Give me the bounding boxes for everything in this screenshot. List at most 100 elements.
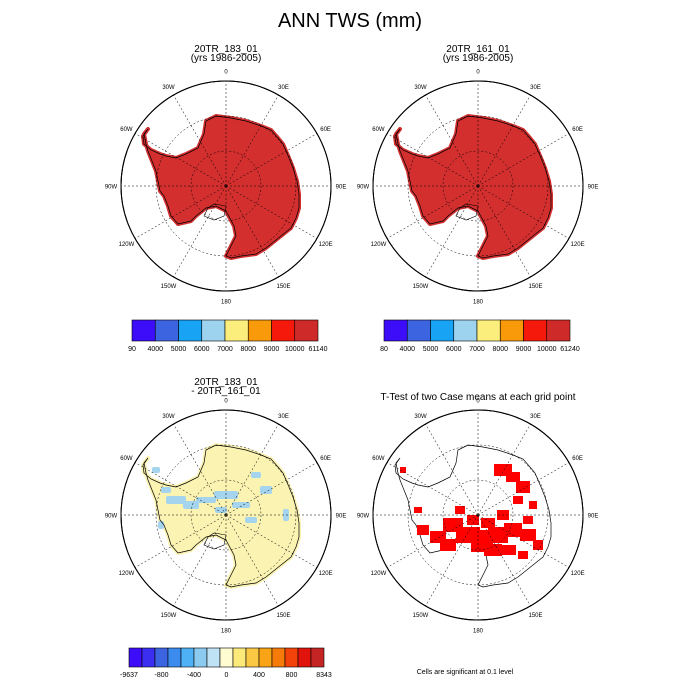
colorbar-label: 4000 — [399, 346, 415, 353]
meridian-line — [477, 514, 570, 568]
panel-3-title-line-1: 20TR_183_01 — [194, 377, 258, 388]
longitude-label: 60E — [320, 456, 331, 462]
longitude-label: 180 — [221, 300, 232, 306]
significant-cell — [440, 539, 456, 551]
longitude-label: 180 — [221, 629, 232, 635]
colorbar-label: 6000 — [194, 346, 210, 353]
meridian-line — [477, 185, 570, 239]
colorbar-label: 80 — [380, 346, 388, 353]
longitude-label: 150W — [161, 284, 177, 290]
colorbar-label: 5000 — [171, 346, 187, 353]
significance-note: Cells are significant at 0.1 level — [416, 669, 514, 676]
significant-cell — [533, 540, 543, 550]
meridian-line — [225, 514, 279, 607]
panel-2-title: 20TR_161_01 (yrs 1986-2005) — [378, 44, 578, 64]
panel-1-title-line-1: 20TR_183_01 — [194, 44, 258, 55]
colorbar-swatch — [178, 319, 203, 342]
map-panel-2: 0 30E 60E 90E 120E 150E 180 150W 120W 90W 60W 30W — [357, 70, 599, 306]
significant-cell — [516, 481, 530, 493]
longitude-label: 90E — [588, 185, 599, 191]
significant-cell — [518, 551, 528, 559]
meridian-line — [173, 423, 227, 516]
meridian-line — [477, 462, 570, 516]
meridian-line — [173, 514, 227, 607]
meridian-line — [225, 133, 318, 187]
colorbar-swatch — [232, 647, 247, 668]
longitude-label: 120E — [571, 571, 585, 577]
longitude-label: 60E — [572, 456, 583, 462]
meridian-line — [386, 514, 479, 568]
longitude-label: 90E — [588, 514, 599, 520]
meridian-line — [425, 514, 479, 607]
meridian-line — [477, 133, 570, 187]
colorbar-label: 61240 — [560, 346, 580, 353]
significant-cell — [504, 523, 522, 537]
longitude-label: 90W — [357, 514, 370, 520]
longitude-label: 180 — [473, 300, 484, 306]
longitude-label: 150W — [161, 613, 177, 619]
negative-patch — [196, 497, 216, 503]
colorbar-label: 61140 — [309, 346, 328, 353]
colorbar-swatch — [206, 647, 221, 668]
colorbar-swatch — [247, 319, 272, 342]
longitude-label: 150W — [413, 613, 429, 619]
latitude-circle — [442, 150, 514, 222]
colorbar-swatch — [245, 647, 260, 668]
longitude-label: 180 — [473, 629, 484, 635]
longitude-label: 30E — [278, 85, 289, 91]
latitude-circle — [442, 479, 514, 551]
longitude-label: 30E — [278, 414, 289, 420]
longitude-label: 150E — [528, 284, 542, 290]
panel-2-title-line-2: (yrs 1986-2005) — [442, 53, 514, 64]
colorbar-swatch — [294, 319, 319, 342]
colorbar-label: 7000 — [469, 346, 485, 353]
colorbar-label: 8000 — [240, 346, 256, 353]
longitude-label: 150W — [413, 284, 429, 290]
meridian-line — [134, 514, 227, 568]
longitude-label: 120W — [371, 242, 387, 248]
meridian-line — [134, 133, 227, 187]
meridian-line — [477, 514, 531, 607]
longitude-label: 120W — [371, 571, 387, 577]
panel-4-title-line-1: T-Test of two Case means at each grid po… — [380, 392, 576, 403]
panel-2-title-line-1: 20TR_161_01 — [446, 44, 510, 55]
negative-patch — [161, 487, 171, 493]
longitude-label: 0 — [476, 399, 480, 405]
significant-cell — [523, 516, 533, 524]
negative-patch — [260, 486, 272, 494]
colorbar-swatch — [499, 319, 524, 342]
colorbar-label: 9000 — [264, 346, 280, 353]
colorbar-label: 8000 — [492, 346, 508, 353]
colorbar-swatch — [141, 647, 156, 668]
colorbar-label: 5000 — [423, 346, 439, 353]
colorbar-label: 4000 — [147, 346, 163, 353]
meridian-line — [425, 423, 479, 516]
meridian-line — [134, 462, 227, 516]
significant-cell — [529, 501, 537, 509]
significant-cell — [506, 472, 520, 482]
latitude-circle — [190, 150, 262, 222]
longitude-label: 0 — [224, 70, 228, 76]
colorbar-label: 8343 — [316, 672, 332, 679]
colorbar-swatch — [476, 319, 501, 342]
significant-cell — [417, 525, 429, 535]
longitude-label: 0 — [224, 399, 228, 405]
colorbar-swatch — [180, 647, 195, 668]
meridian-line — [386, 133, 479, 187]
colorbar-swatch — [271, 647, 286, 668]
colorbar-swatch — [523, 319, 548, 342]
longitude-label: 120E — [319, 242, 333, 248]
colorbar-swatch — [128, 647, 143, 668]
colorbar-swatch — [546, 319, 571, 342]
colorbar-label: 9000 — [516, 346, 532, 353]
panel-3-title: 20TR_183_01 - 20TR_161_01 — [126, 377, 326, 397]
longitude-label: 150E — [276, 613, 290, 619]
colorbar-label: -400 — [187, 672, 201, 679]
colorbar-label: 0 — [225, 672, 229, 679]
map-panel-3: 0 30E 60E 90E 120E 150E 180 150W 120W 90W 60W 30W — [105, 399, 347, 635]
panel-4-title: T-Test of two Case means at each grid po… — [353, 392, 603, 403]
significant-cell — [400, 467, 406, 473]
colorbar-swatch — [310, 647, 325, 668]
meridian-line — [425, 94, 479, 187]
